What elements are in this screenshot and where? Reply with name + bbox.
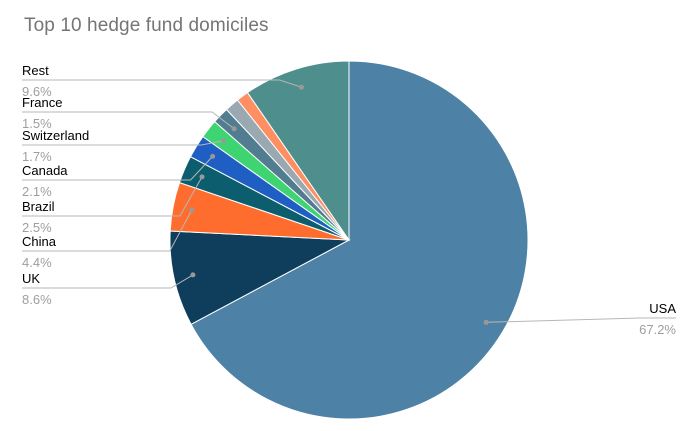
slice-label-rest: Rest <box>22 63 49 78</box>
slice-percent-switzerland: 1.7% <box>22 149 52 164</box>
leader-line-usa <box>486 317 676 323</box>
leader-line-switzerland <box>22 140 224 146</box>
chart-title: Top 10 hedge fund domiciles <box>24 15 269 36</box>
slice-labels: USA 67.2% UK 8.6% China 4.4% Brazil 2.5% Canada 2… <box>22 63 676 337</box>
leader-line-canada <box>22 156 213 181</box>
slice-label-uk: UK <box>22 271 40 286</box>
slice-label-switzerland: Switzerland <box>22 128 89 143</box>
leader-line-china <box>22 209 193 252</box>
leader-line-uk <box>22 274 194 289</box>
slice-label-china: China <box>22 234 57 249</box>
slice-dot-uk <box>190 272 196 278</box>
pie-slice-usa[interactable] <box>190 60 529 420</box>
leader-line-rest <box>22 79 302 88</box>
slice-percent-brazil: 2.5% <box>22 220 52 235</box>
slice-percent-usa: 67.2% <box>639 322 676 337</box>
slice-dot-china <box>189 207 195 213</box>
slice-label-france: France <box>22 95 62 110</box>
pie-slice-uk[interactable] <box>169 230 351 325</box>
pie-slice-rest[interactable] <box>246 60 350 242</box>
slice-dot-usa <box>483 319 489 325</box>
slice-dot-france <box>231 126 237 132</box>
slice-percent-rest: 9.6% <box>22 84 52 99</box>
pie-slices <box>169 60 529 420</box>
slice-dot-brazil <box>199 174 205 180</box>
slice-percent-canada: 2.1% <box>22 184 52 199</box>
slice-label-usa: USA <box>649 301 676 316</box>
slice-percent-uk: 8.6% <box>22 292 52 307</box>
leader-dots <box>189 84 489 325</box>
slice-dot-canada <box>210 153 216 159</box>
slice-dot-rest <box>299 84 304 90</box>
slice-label-canada: Canada <box>22 163 68 178</box>
slice-label-brazil: Brazil <box>22 199 55 214</box>
slice-dot-switzerland <box>221 138 226 144</box>
leader-lines <box>22 79 676 323</box>
slice-percent-china: 4.4% <box>22 255 52 270</box>
leader-line-brazil <box>22 176 203 217</box>
leader-line-france <box>22 111 235 130</box>
slice-percent-france: 1.5% <box>22 116 52 131</box>
